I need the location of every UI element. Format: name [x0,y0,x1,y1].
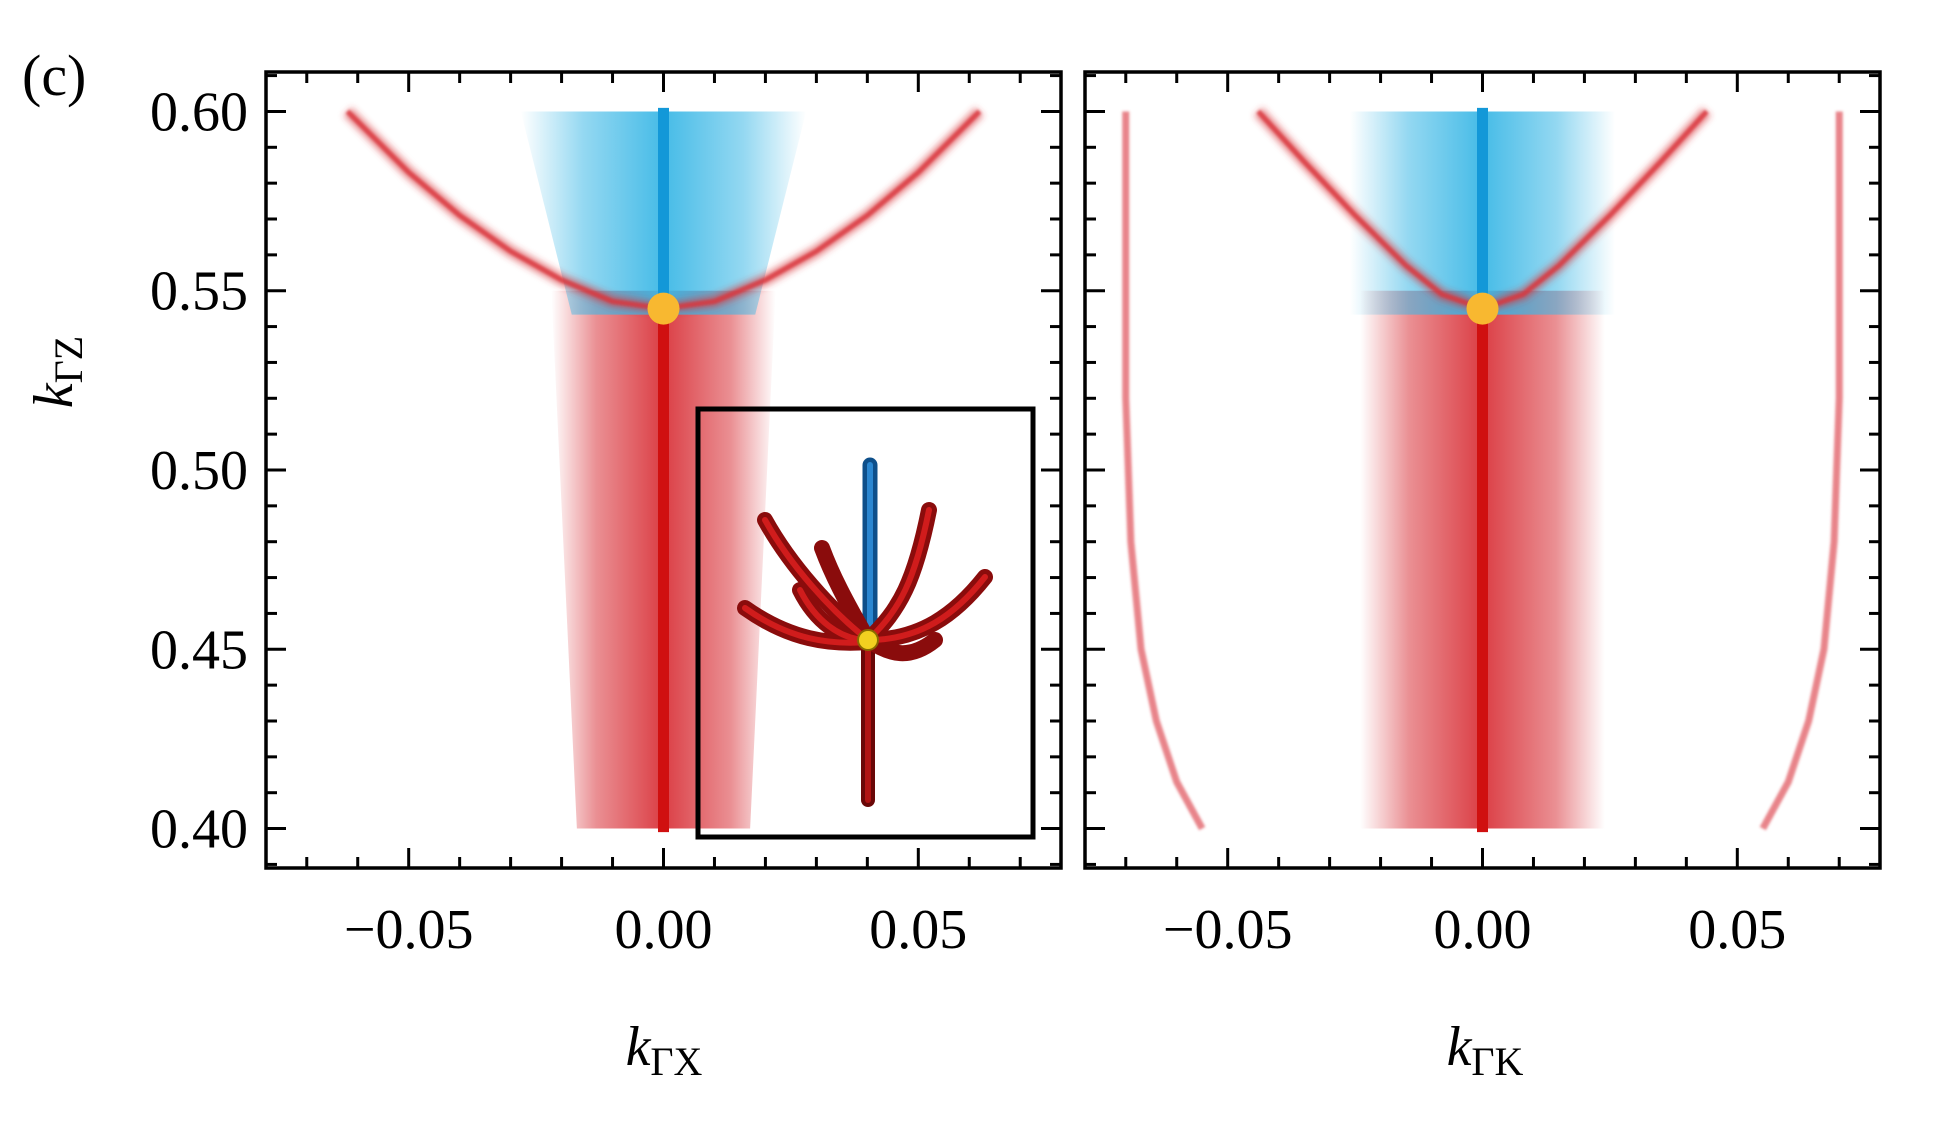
svg-text:kΓZ: kΓZ [23,336,91,408]
inset-red-arm [814,540,876,648]
right-panel: −0.05 0.00 0.05 [1083,70,1882,961]
y-axis-label-main: k [23,382,85,408]
left-panel: −0.05 0.00 0.05 0.40 0.45 0.50 0.55 0.60 [150,70,1063,961]
y-tick-label: 0.45 [150,619,248,681]
inset-red-arm-highlight [865,574,988,643]
inset-red-arm-highlight [865,507,932,643]
right-axes: −0.05 0.00 0.05 [1083,70,1882,961]
right-x-axis-label-sub: ΓK [1471,1039,1523,1084]
nodal-point [1466,292,1499,325]
x-tick-label: 0.05 [869,899,967,961]
inset-3d-render [737,457,993,807]
y-axis-label: kΓZ [23,336,91,408]
x-tick-label: 0.05 [1688,899,1786,961]
panel-label: (c) [22,43,86,108]
inset-frame [695,406,1036,840]
red-side-curve [1122,111,1206,831]
x-tick-label: −0.05 [1163,899,1293,961]
y-tick-label: 0.50 [150,440,248,502]
nodal-point [647,292,680,325]
x-tick-label: −0.05 [344,899,474,961]
y-tick-label: 0.60 [150,81,248,143]
x-tick-label: 0.00 [615,899,713,961]
right-x-axis-label: kΓK [1447,1016,1524,1084]
red-side-curve [1759,111,1843,831]
left-plot-content [343,107,984,833]
left-axes: −0.05 0.00 0.05 0.40 0.45 0.50 0.55 0.60 [150,70,1063,961]
y-tick-label: 0.40 [150,799,248,861]
inset [695,406,1036,840]
x-tick-label: 0.00 [1434,899,1532,961]
inset-red-arm-highlight [742,605,871,646]
y-axis-label-sub: ΓZ [46,336,91,384]
inset-red-arm-highlight [762,517,871,643]
right-x-axis-label-main: k [1447,1016,1473,1078]
left-x-axis-label-sub: ΓX [650,1039,702,1084]
left-x-axis-label: kΓX [626,1016,703,1084]
left-x-axis-label-main: k [626,1016,652,1078]
inset-node [857,629,879,651]
right-plot-content [1122,107,1843,833]
y-tick-label: 0.55 [150,261,248,323]
